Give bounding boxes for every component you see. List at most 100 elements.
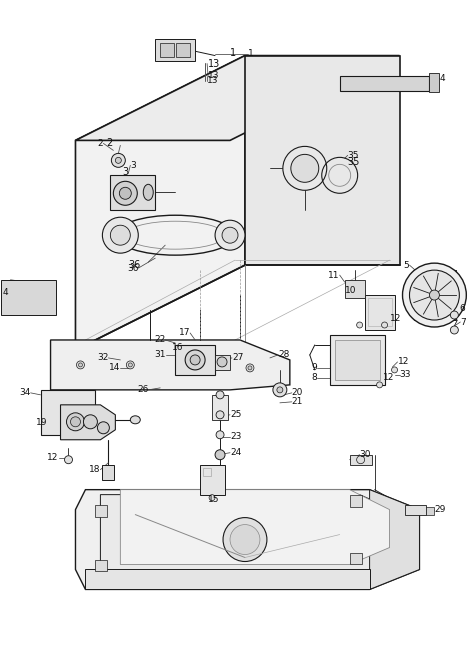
Circle shape: [76, 361, 84, 369]
Text: 26: 26: [137, 385, 148, 394]
Circle shape: [291, 154, 319, 182]
Circle shape: [215, 220, 245, 250]
Bar: [345, 280, 365, 298]
Circle shape: [64, 456, 73, 464]
Circle shape: [198, 363, 202, 367]
Text: 12: 12: [47, 453, 58, 462]
Circle shape: [79, 363, 82, 367]
Bar: [203, 468, 211, 475]
Polygon shape: [100, 494, 404, 574]
Text: 20: 20: [292, 388, 303, 398]
Bar: [110, 175, 155, 210]
Text: 29: 29: [434, 505, 446, 514]
Polygon shape: [75, 490, 419, 589]
Polygon shape: [370, 490, 419, 589]
Circle shape: [115, 158, 121, 164]
Circle shape: [410, 270, 459, 320]
Bar: [95, 505, 108, 517]
Text: 22: 22: [154, 336, 165, 345]
Circle shape: [356, 456, 365, 464]
Text: 2: 2: [98, 139, 103, 148]
Polygon shape: [120, 490, 390, 564]
Polygon shape: [340, 75, 429, 90]
Bar: [350, 494, 362, 507]
Circle shape: [223, 517, 267, 562]
Text: 24: 24: [230, 448, 241, 457]
Circle shape: [196, 361, 204, 369]
Circle shape: [215, 450, 225, 460]
Polygon shape: [51, 340, 290, 390]
Text: 13: 13: [207, 76, 219, 85]
Ellipse shape: [143, 184, 153, 200]
Circle shape: [127, 361, 134, 369]
Circle shape: [429, 290, 439, 300]
Bar: [102, 465, 114, 479]
Polygon shape: [75, 56, 400, 141]
Circle shape: [216, 411, 224, 419]
Circle shape: [283, 146, 327, 190]
Text: 21: 21: [292, 398, 303, 406]
Text: 5: 5: [404, 261, 410, 269]
Circle shape: [402, 263, 466, 327]
Bar: [335, 340, 380, 380]
Circle shape: [382, 322, 388, 328]
Circle shape: [83, 415, 98, 429]
Circle shape: [102, 217, 138, 253]
Bar: [350, 455, 372, 465]
Text: 1: 1: [248, 49, 254, 58]
Bar: [330, 335, 384, 385]
Text: 9: 9: [311, 364, 317, 372]
Circle shape: [222, 227, 238, 243]
Bar: [215, 355, 230, 370]
Text: 1: 1: [230, 48, 236, 58]
Text: 33: 33: [400, 370, 411, 379]
Circle shape: [66, 413, 84, 431]
Polygon shape: [0, 280, 55, 315]
Circle shape: [230, 525, 260, 555]
Text: 11: 11: [328, 271, 340, 280]
Circle shape: [119, 187, 131, 199]
Circle shape: [356, 322, 363, 328]
Bar: [414, 270, 456, 320]
Polygon shape: [85, 570, 370, 589]
Text: 12: 12: [390, 313, 401, 322]
Text: 13: 13: [208, 59, 220, 69]
Bar: [429, 73, 439, 92]
Text: 7: 7: [460, 317, 466, 326]
Text: 2: 2: [106, 139, 112, 148]
Text: 35: 35: [347, 158, 360, 167]
Text: 3: 3: [122, 167, 128, 177]
Text: 12: 12: [383, 373, 394, 383]
Circle shape: [450, 311, 458, 319]
Bar: [155, 39, 195, 61]
Text: 15: 15: [208, 495, 219, 504]
Polygon shape: [75, 56, 245, 350]
Text: 19: 19: [36, 419, 47, 427]
Circle shape: [71, 417, 81, 427]
Circle shape: [376, 382, 383, 388]
Circle shape: [209, 494, 215, 500]
Circle shape: [248, 366, 252, 370]
Bar: [0, 280, 55, 315]
Text: 17: 17: [179, 328, 190, 337]
Circle shape: [113, 181, 137, 205]
Text: 14: 14: [109, 364, 120, 372]
Bar: [404, 505, 427, 515]
Bar: [41, 390, 95, 435]
Bar: [365, 295, 394, 330]
Text: 16: 16: [172, 343, 183, 353]
Text: 27: 27: [232, 353, 243, 362]
Text: 34: 34: [19, 388, 31, 398]
Polygon shape: [61, 405, 115, 439]
Text: 18: 18: [89, 465, 100, 474]
Bar: [368, 298, 392, 326]
Circle shape: [128, 363, 132, 367]
Circle shape: [185, 350, 205, 370]
Bar: [175, 345, 215, 375]
Bar: [350, 553, 362, 564]
Text: 36: 36: [127, 264, 138, 273]
Circle shape: [98, 422, 109, 434]
Text: 10: 10: [345, 286, 356, 294]
Circle shape: [216, 431, 224, 439]
Bar: [200, 465, 225, 494]
